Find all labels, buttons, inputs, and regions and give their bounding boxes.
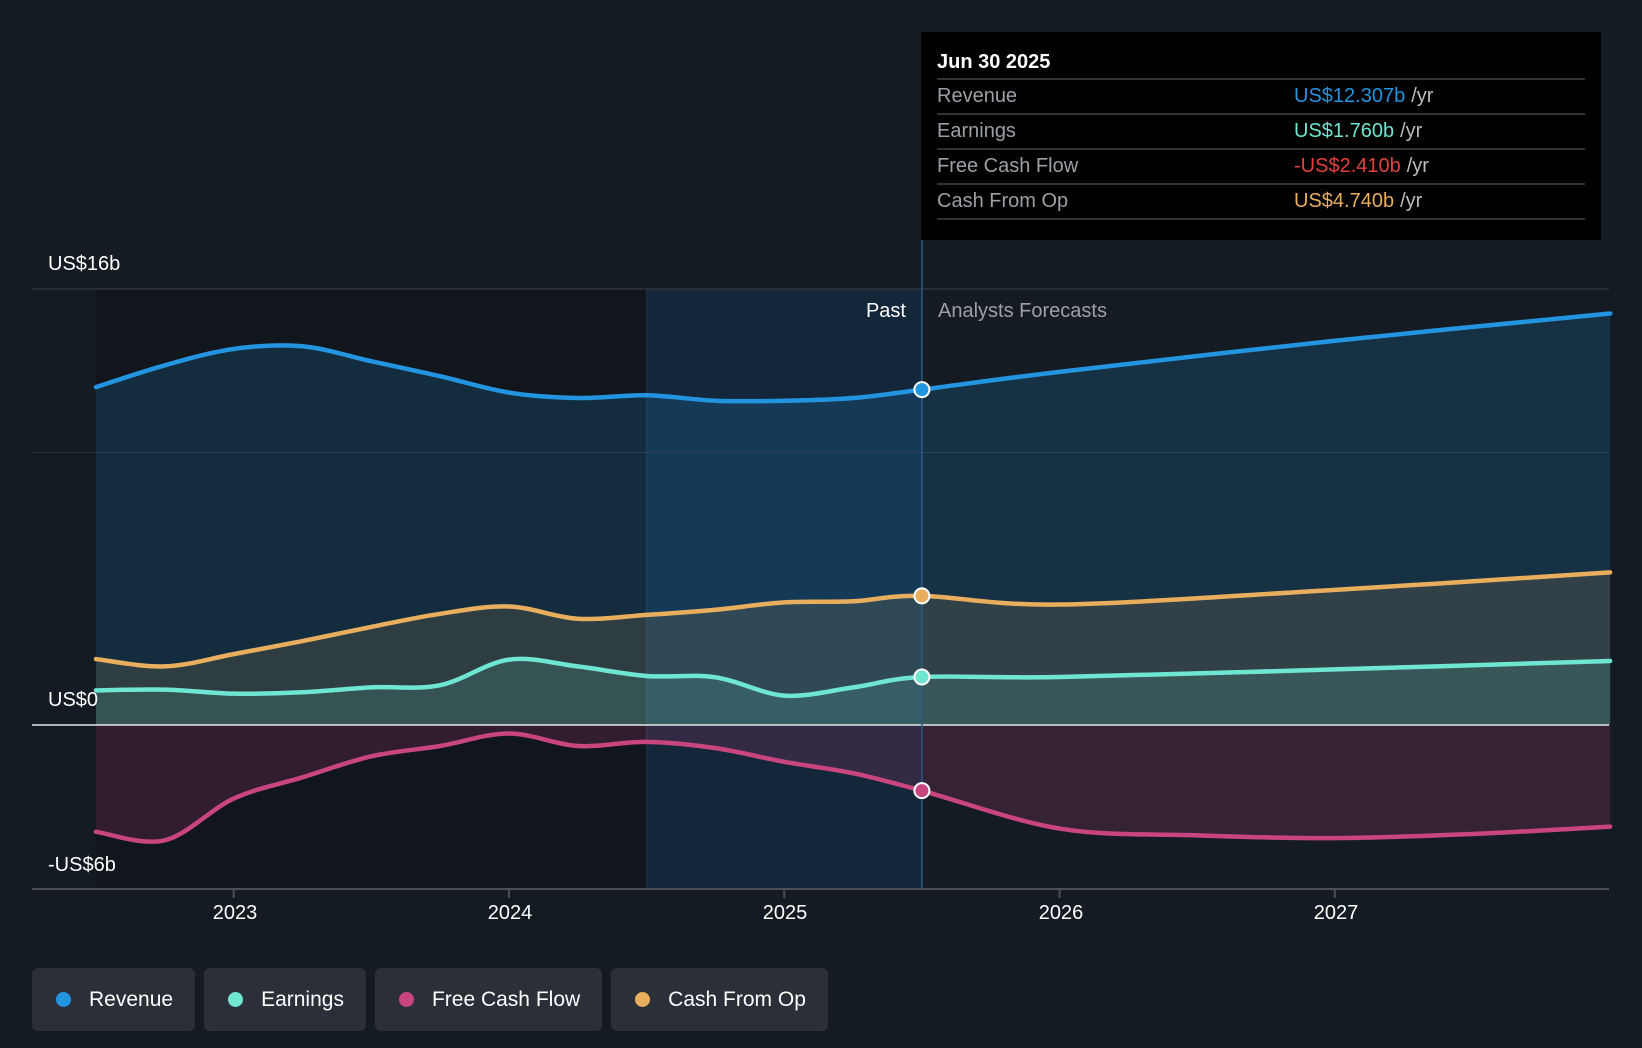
dot-icon: [56, 992, 71, 1007]
point-revenue: [913, 381, 931, 399]
legend-cash-from-op[interactable]: Cash From Op: [611, 968, 828, 1031]
tooltip-label: Free Cash Flow: [937, 155, 1079, 177]
tooltip-value: US$1.760b: [1294, 120, 1395, 142]
point-free-cash-flow: [913, 782, 931, 800]
dot-icon: [635, 992, 651, 1007]
tooltip-unit: /yr: [1406, 155, 1429, 177]
tooltip-label: Earnings: [937, 120, 1016, 142]
tooltip-row-revenue: Revenue US$12.307b/yr: [937, 80, 1585, 115]
x-tick-label: 2025: [762, 902, 808, 924]
tooltip: Jun 30 2025 Revenue US$12.307b/yr Earning…: [921, 32, 1601, 240]
tooltip-row-fcf: Free Cash Flow -US$2.410b/yr: [937, 150, 1585, 185]
tooltip-row-cfo: Cash From Op US$4.740b/yr: [937, 185, 1585, 220]
past-background: [96, 289, 647, 889]
y-tick-label: US$16b: [48, 253, 121, 275]
tooltip-date: Jun 30 2025: [937, 48, 1585, 80]
highlight-region: [646, 289, 922, 889]
area-revenue: [96, 313, 1611, 725]
tooltip-label: Revenue: [937, 85, 1018, 107]
area-earnings: [96, 658, 1611, 725]
tooltip-value: US$12.307b: [1294, 85, 1406, 107]
x-tick-label: 2027: [1313, 902, 1359, 924]
legend: Revenue Earnings Free Cash Flow Cash Fro…: [32, 968, 828, 1031]
legend-earnings[interactable]: Earnings: [204, 968, 366, 1031]
line-revenue: [93, 311, 1613, 404]
x-tick-label: 2023: [212, 902, 258, 924]
line-free-cash-flow: [93, 731, 1613, 844]
y-tick-label: -US$6b: [48, 854, 116, 876]
legend-revenue[interactable]: Revenue: [32, 968, 196, 1031]
dot-icon: [398, 992, 414, 1007]
forecast-label: Analysts Forecasts: [938, 300, 1107, 322]
tooltip-unit: /yr: [1400, 120, 1423, 142]
legend-label: Cash From Op: [668, 987, 806, 1011]
legend-label: Free Cash Flow: [431, 987, 581, 1011]
tooltip-unit: /yr: [1411, 85, 1434, 107]
x-tick-label: 2024: [487, 902, 533, 924]
tooltip-unit: /yr: [1400, 190, 1423, 212]
line-earnings: [93, 656, 1613, 699]
legend-label: Earnings: [261, 987, 344, 1011]
legend-label: Revenue: [89, 987, 174, 1011]
dot-icon: [228, 992, 244, 1007]
point-cash-from-op: [913, 587, 931, 605]
area-free-cash-flow: [96, 725, 1611, 842]
legend-free-cash-flow[interactable]: Free Cash Flow: [374, 968, 603, 1031]
past-label: Past: [865, 300, 906, 322]
tooltip-value: -US$2.410b: [1294, 155, 1401, 177]
tooltip-value: US$4.740b: [1294, 190, 1395, 212]
x-tick-label: 2026: [1038, 902, 1084, 924]
y-tick-label: US$0: [48, 689, 99, 711]
tooltip-row-earnings: Earnings US$1.760b/yr: [937, 115, 1585, 150]
point-earnings: [913, 668, 931, 686]
tooltip-label: Cash From Op: [937, 190, 1069, 212]
line-cash-from-op: [93, 570, 1613, 669]
